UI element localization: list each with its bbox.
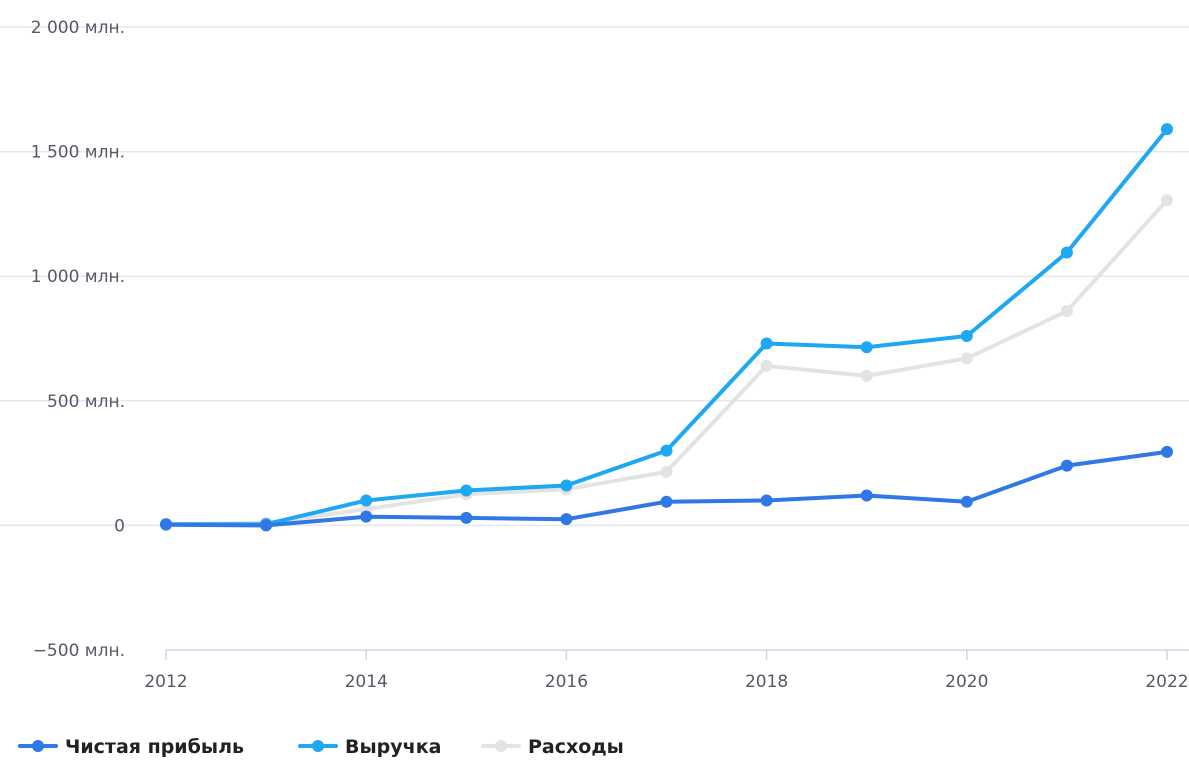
x-tick-label: 2014: [345, 672, 388, 692]
y-tick-label: −500 млн.: [33, 641, 125, 661]
data-point[interactable]: [260, 519, 273, 532]
legend-swatch-marker: [495, 740, 507, 752]
x-tick-label: 2012: [144, 672, 187, 692]
y-tick-label: 1 500 млн.: [31, 143, 125, 163]
x-tick-label: 2020: [945, 672, 988, 692]
data-point[interactable]: [460, 511, 473, 524]
data-point[interactable]: [860, 489, 873, 502]
data-point[interactable]: [760, 494, 773, 507]
data-point[interactable]: [760, 337, 773, 350]
legend-label: Расходы: [528, 736, 624, 758]
data-point[interactable]: [460, 484, 473, 497]
series-line: [164, 127, 1169, 527]
data-point[interactable]: [1161, 445, 1173, 458]
x-tick-label: 2016: [545, 672, 588, 692]
data-point[interactable]: [1060, 246, 1073, 259]
data-point[interactable]: [760, 359, 773, 372]
legend-label: Чистая прибыль: [65, 736, 244, 758]
y-tick-label: 500 млн.: [47, 392, 125, 412]
data-point[interactable]: [860, 369, 873, 382]
x-tick-label: 2022: [1145, 672, 1188, 692]
data-point[interactable]: [660, 465, 673, 478]
legend-item[interactable]: Чистая прибыль: [18, 736, 244, 758]
legend-item[interactable]: Выручка: [298, 736, 441, 758]
data-point[interactable]: [160, 518, 172, 531]
data-point[interactable]: [1060, 305, 1073, 318]
grid: [0, 26, 1189, 527]
data-point[interactable]: [360, 494, 373, 507]
y-axis-tick-labels: −500 млн. 0 500 млн. 1 000 млн. 1 500 млн. 2 …: [31, 18, 125, 661]
series-0: [160, 194, 1173, 531]
data-point[interactable]: [860, 341, 873, 354]
series-lines: [160, 123, 1173, 532]
data-point[interactable]: [1161, 123, 1173, 136]
y-tick-label: 1 000 млн.: [31, 267, 125, 287]
data-point[interactable]: [960, 495, 973, 508]
legend-swatch-marker: [312, 740, 324, 752]
data-point[interactable]: [560, 513, 573, 526]
y-tick-label: 2 000 млн.: [31, 18, 125, 38]
data-point[interactable]: [1161, 194, 1173, 207]
legend-swatch-marker: [32, 740, 44, 752]
series-2: [160, 445, 1173, 532]
data-point[interactable]: [660, 495, 673, 508]
y-tick-label: 0: [114, 516, 125, 536]
x-tick-label: 2018: [745, 672, 788, 692]
legend-item[interactable]: Расходы: [481, 736, 624, 758]
legend: Чистая прибыль Выручка Расходы: [18, 736, 624, 758]
data-point[interactable]: [960, 330, 973, 343]
data-point[interactable]: [960, 352, 973, 365]
data-point[interactable]: [660, 444, 673, 457]
legend-label: Выручка: [345, 736, 441, 758]
data-point[interactable]: [1060, 459, 1073, 472]
data-point[interactable]: [560, 479, 573, 492]
data-point[interactable]: [360, 510, 373, 523]
x-axis: 2012 2014 2016 2018 2020 2022: [144, 649, 1189, 692]
